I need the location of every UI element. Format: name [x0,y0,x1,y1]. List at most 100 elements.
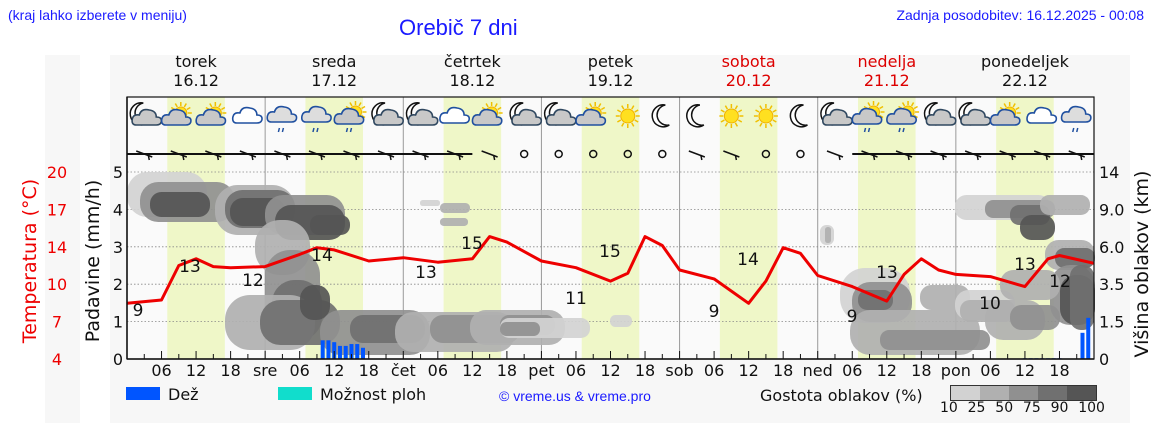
temperature-value-label: 13 [179,257,201,277]
x-tick-label: 06 [151,361,171,380]
temperature-value-label: 15 [461,234,483,254]
day-name: torek [175,52,217,71]
region-menu-hint[interactable]: (kraj lahko izberete v meniju) [8,7,187,23]
rain-bar [360,347,365,359]
showers-legend-swatch [278,387,312,400]
temperature-value-label: 9 [133,301,144,321]
density-tick: 100 [1078,400,1105,416]
cloud-blob [610,315,632,327]
calm-wind-icon [761,149,771,159]
sun-icon [753,104,778,128]
cloud-blob [310,215,350,235]
wind-barb-icon [446,150,464,158]
cloud-blob [880,330,990,350]
density-tick: 25 [967,400,986,416]
temperature-tick-label: 4 [52,350,62,369]
precip-tick-label: 1 [113,313,123,332]
cloud-blob [825,227,831,243]
x-tick-label: 18 [1049,361,1069,380]
rain-bar [343,345,348,359]
sun-cloud-icon [989,102,1021,126]
cloud-blob [300,285,330,320]
day-name: ponedeljek [980,52,1069,71]
rain-bar [320,340,325,359]
copyright-link[interactable]: © vreme.us & vreme.pro [499,388,651,404]
temperature-value-label: 10 [979,294,1001,314]
moon-cloud-icon [923,102,957,126]
x-tick-label: 12 [1015,361,1035,380]
precip-tick-label: 4 [113,200,123,219]
calm-wind-icon [519,149,529,159]
cloud-rain-icon [300,105,332,133]
day-date: 21.12 [863,71,910,90]
x-tick-label: pon [941,361,971,380]
density-tick: 10 [940,400,958,416]
cloud-blob [1000,270,1060,300]
day-name: sobota [721,52,776,71]
x-tick-label: 12 [324,361,344,380]
cloud-blob [500,322,540,336]
temperature-value-label: 14 [737,250,759,270]
day-header-21.12: nedelja 21.12 [837,52,937,90]
moon-cloud-icon [509,102,543,126]
day-date: 19.12 [587,71,634,90]
x-tick-label: 12 [462,361,482,380]
density-tick: 90 [1050,400,1069,416]
day-name: sreda [312,52,357,71]
density-swatch [980,386,1009,400]
x-tick-label: 12 [877,361,897,380]
x-tick-label: 06 [842,361,862,380]
temperature-value-label: 13 [876,263,898,283]
x-tick-label: 12 [738,361,758,380]
cloud-height-tick-label: 0 [1099,350,1109,369]
daylight-band [167,97,225,359]
temperature-value-label: 14 [311,246,333,266]
x-tick-label: 06 [289,361,309,380]
day-name: petek [587,52,634,71]
wind-barb-icon [308,150,326,158]
cloud-blob [1070,265,1094,330]
temperature-value-label: 9 [847,307,858,327]
rain-bar [332,342,337,359]
moon-icon [651,104,670,128]
day-header-22.12: ponedeljek 22.12 [975,52,1075,90]
x-tick-label: ned [803,361,833,380]
sun-cloud-icon [195,102,227,126]
temperature-value-label: 12 [242,271,264,291]
cloud-height-tick-label: 1.5 [1099,313,1124,332]
rain-bar [349,344,354,359]
daylight-band [719,97,778,359]
cloud-blob [1020,215,1055,240]
cloud-height-tick-label: 3.5 [1099,275,1124,294]
x-tick-label: 18 [359,361,379,380]
day-date: 16.12 [173,71,219,90]
day-date: 20.12 [725,71,772,90]
x-tick-label: 12 [600,361,620,380]
wind-barb-icon [205,150,222,158]
sun-cloud-rain-icon [886,101,920,133]
cloud-icon [231,106,263,124]
cloud-icon [1026,106,1058,124]
wind-barb-icon [481,150,498,158]
temperature-value-label: 9 [709,302,720,322]
moon-icon [789,104,808,128]
rain-bar [326,340,331,359]
sun-cloud-rain-icon [851,101,885,133]
x-tick-label: 12 [186,361,206,380]
rain-legend-swatch [126,387,160,400]
temperature-value-label: 15 [599,242,621,262]
page-title: Orebič 7 dni [399,15,518,40]
moon-cloud-icon [371,102,404,126]
wind-barb-icon [170,150,188,158]
calm-wind-icon [623,149,633,159]
showers-legend-label: Možnost ploh [320,385,427,404]
cloud-rain-icon [1060,105,1092,133]
density-swatch [1009,386,1038,400]
temperature-curve [126,235,1095,305]
cloud-rain-icon [266,105,298,133]
cloud-blob [440,203,470,213]
x-tick-label: 18 [220,361,240,380]
day-date: 22.12 [1002,71,1048,90]
cloud-blob [420,200,440,206]
